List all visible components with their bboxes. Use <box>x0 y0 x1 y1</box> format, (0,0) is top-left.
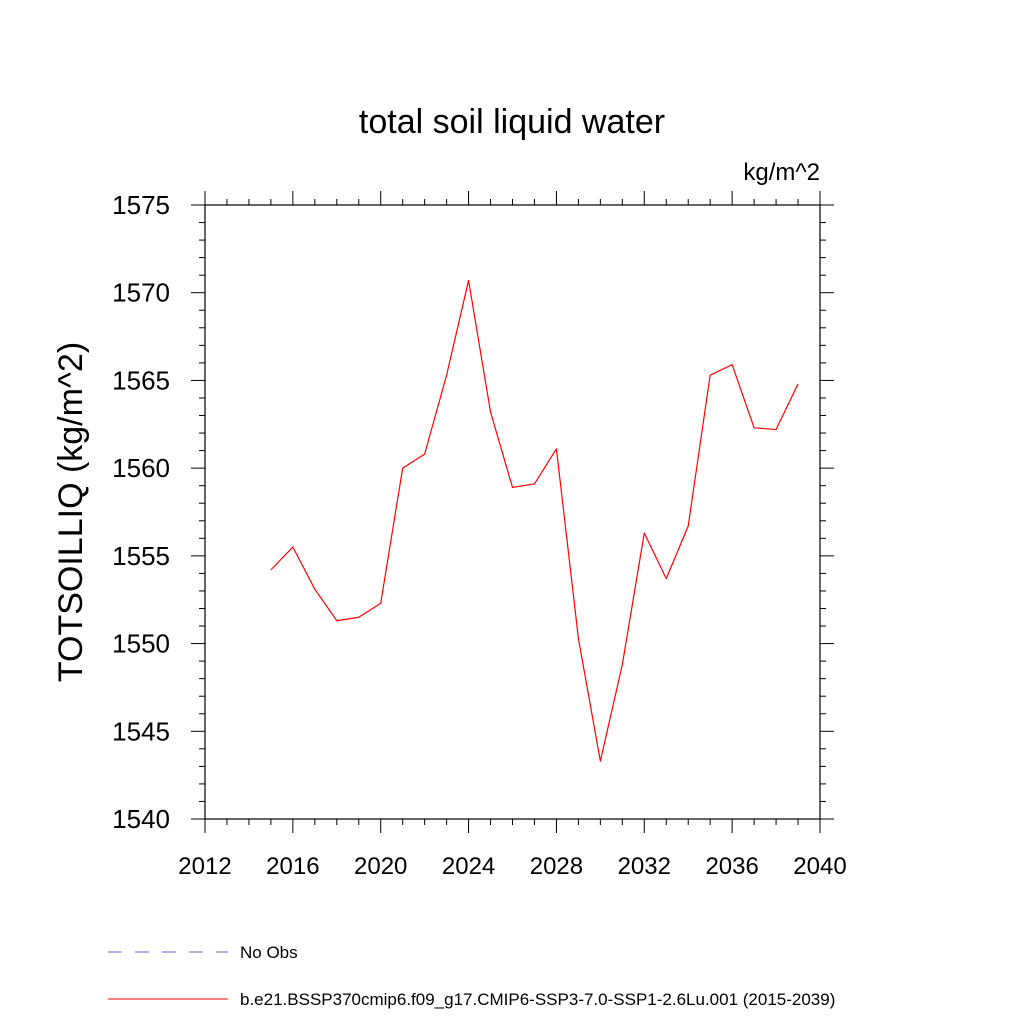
units-label: kg/m^2 <box>743 159 820 186</box>
legend: No Obs b.e21.BSSP370cmip6.f09_g17.CMIP6-S… <box>108 943 835 1009</box>
y-tick-label: 1555 <box>112 541 170 571</box>
x-tick-label: 2012 <box>178 853 231 880</box>
x-tick-label: 2032 <box>618 853 671 880</box>
x-tick-label: 2020 <box>354 853 407 880</box>
y-tick-label: 1570 <box>112 278 170 308</box>
series-line <box>270 279 799 762</box>
y-tick-label: 1545 <box>112 716 170 746</box>
x-tick-label: 2016 <box>266 853 319 880</box>
y-tick-label: 1565 <box>112 365 170 395</box>
x-tick-label: 2024 <box>442 853 495 880</box>
legend-label: b.e21.BSSP370cmip6.f09_g17.CMIP6-SSP3-7.… <box>240 990 835 1009</box>
x-tick-label: 2028 <box>530 853 583 880</box>
y-tick-label: 1560 <box>112 453 170 483</box>
y-tick-label: 1575 <box>112 190 170 220</box>
y-tick-label: 1550 <box>112 629 170 659</box>
x-tick-label: 2036 <box>705 853 758 880</box>
axis-ticks: 2012 2016 2020 2024 2028 2032 2036 2040 1540 1545… <box>112 190 847 880</box>
legend-label: No Obs <box>240 943 298 962</box>
series-layer <box>270 279 799 762</box>
x-tick-label: 2040 <box>793 853 846 880</box>
y-tick-label: 1540 <box>112 804 170 834</box>
y-axis-label: TOTSOILLIQ (kg/m^2) <box>52 342 90 682</box>
chart-title: total soil liquid water <box>359 103 665 141</box>
plot-frame <box>204 204 821 820</box>
